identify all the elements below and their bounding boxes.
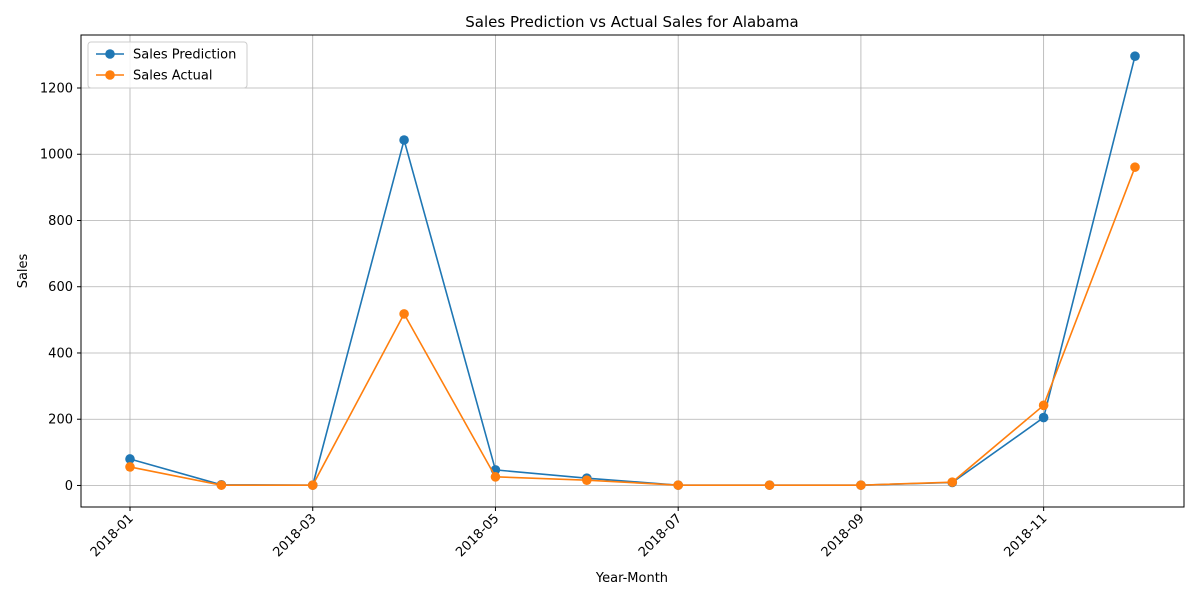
axes: 0 200 400 600 800 1000 1200 2018-01 2018-03 2018-…: [40, 81, 1051, 560]
data-point: [673, 480, 683, 490]
y-tick-label: 800: [48, 214, 73, 229]
data-point: [490, 472, 501, 482]
y-tick-label: 600: [48, 280, 73, 295]
y-tick-label: 400: [48, 346, 73, 361]
legend-label: Sales Actual: [133, 69, 212, 84]
x-tick-label: 2018-07: [636, 511, 685, 560]
y-tick-label: 200: [48, 413, 73, 428]
y-tick-label: 0: [65, 479, 73, 494]
plot-area-frame: [80, 34, 1185, 508]
legend: Sales Prediction Sales Actual: [87, 41, 248, 89]
data-point: [125, 462, 135, 472]
data-point: [1130, 162, 1140, 172]
data-point: [125, 454, 135, 464]
y-tick-label: 1000: [40, 148, 73, 163]
y-axis-title: Sales: [16, 253, 31, 288]
legend-box: [87, 41, 248, 89]
data-point: [216, 480, 227, 490]
legend-label: Sales Prediction: [133, 48, 236, 63]
data-point: [764, 480, 775, 490]
data-point: [1130, 51, 1140, 61]
x-tick-label: 2018-09: [819, 511, 868, 560]
x-axis-title: Year-Month: [595, 571, 668, 586]
legend-marker: [105, 70, 115, 80]
x-tick-label: 2018-01: [88, 511, 137, 560]
data-point: [856, 480, 866, 490]
data-point: [1038, 400, 1049, 411]
y-tick-label: 1200: [40, 81, 73, 96]
data-point: [1038, 412, 1049, 423]
x-tick-label: 2018-03: [271, 511, 320, 560]
chart-title: Sales Prediction vs Actual Sales for Ala…: [465, 13, 798, 31]
data-point: [947, 477, 958, 487]
x-tick-label: 2018-11: [1001, 511, 1050, 560]
data-point: [582, 475, 592, 485]
data-point: [399, 309, 409, 319]
data-point: [399, 135, 409, 145]
series: [125, 51, 1140, 490]
legend-marker: [105, 49, 115, 59]
series-line: [129, 166, 1136, 486]
grid: [81, 35, 1184, 507]
x-tick-label: 2018-05: [453, 511, 502, 560]
data-point: [307, 480, 318, 490]
series-line: [129, 56, 1136, 486]
